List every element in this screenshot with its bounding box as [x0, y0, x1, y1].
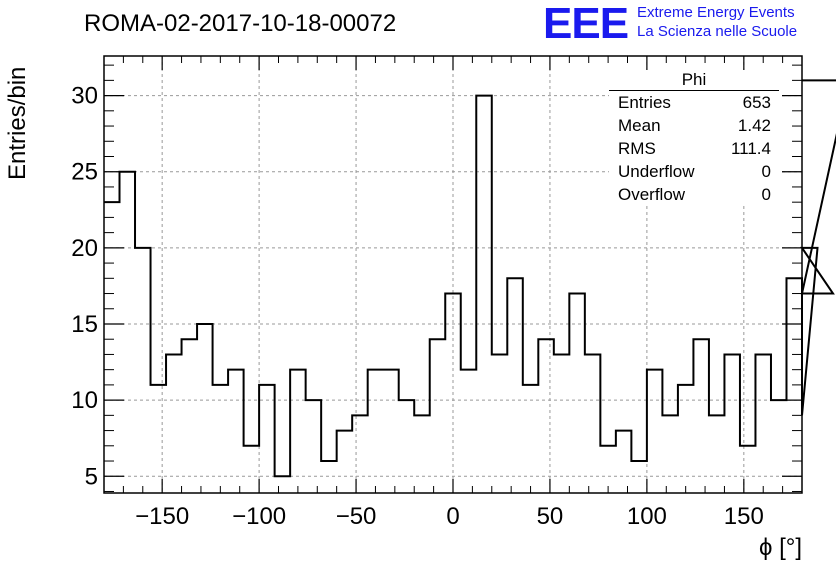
- y-tick-label: 20: [71, 235, 98, 262]
- x-tick-label: 100: [627, 503, 667, 530]
- stats-row-mean: Mean 1.42: [609, 114, 779, 137]
- x-tick-label: −150: [135, 503, 189, 530]
- stats-row-overflow: Overflow 0: [609, 183, 779, 206]
- x-tick-label: −50: [336, 503, 377, 530]
- axis-ticks: [103, 56, 803, 493]
- stats-value: 0: [761, 185, 771, 204]
- x-axis-label: ϕ [°]: [758, 534, 802, 561]
- grid-lines: [104, 56, 802, 493]
- stats-row-entries: Entries 653: [609, 91, 779, 114]
- y-axis-label: Entries/bin: [4, 66, 31, 180]
- stats-title: Phi: [609, 70, 779, 91]
- stats-row-underflow: Underflow 0: [609, 160, 779, 183]
- logo-caption-line1: Extreme Energy Events: [637, 4, 795, 21]
- x-tick-label: −100: [232, 503, 286, 530]
- stats-value: 653: [742, 93, 771, 112]
- y-tick-label: 25: [71, 159, 98, 186]
- stats-label: RMS: [618, 139, 656, 158]
- stats-value: 111.4: [730, 139, 771, 158]
- axis-tick-labels: −150 −100 −50 0 50 100 150 5 10 15 20 25 30: [71, 83, 764, 530]
- stats-box: Phi Entries 653 Mean 1.42 RMS 111.4 Unde…: [609, 70, 779, 206]
- stats-value: 0: [761, 162, 771, 181]
- logo-caption: Extreme Energy Events La Scienza nelle S…: [637, 3, 797, 41]
- stats-row-rms: RMS 111.4: [609, 137, 779, 160]
- stats-label: Entries: [618, 93, 671, 112]
- y-tick-label: 10: [71, 387, 98, 414]
- eee-logo: EEE: [543, 0, 629, 48]
- run-title: ROMA-02-2017-10-18-00072: [84, 10, 397, 37]
- logo-caption-line2: La Scienza nelle Scuole: [637, 23, 798, 40]
- x-tick-label: 150: [724, 503, 764, 530]
- x-tick-label: 50: [537, 503, 564, 530]
- histogram-step-line: [104, 79, 836, 478]
- x-tick-label: 0: [446, 503, 459, 530]
- y-tick-label: 15: [71, 311, 98, 338]
- stats-label: Mean: [618, 116, 661, 135]
- y-tick-label: 5: [85, 463, 98, 490]
- stats-value: 1.42: [737, 116, 771, 135]
- stats-label: Underflow: [618, 162, 695, 181]
- y-tick-label: 30: [71, 83, 98, 110]
- stats-label: Overflow: [618, 185, 686, 204]
